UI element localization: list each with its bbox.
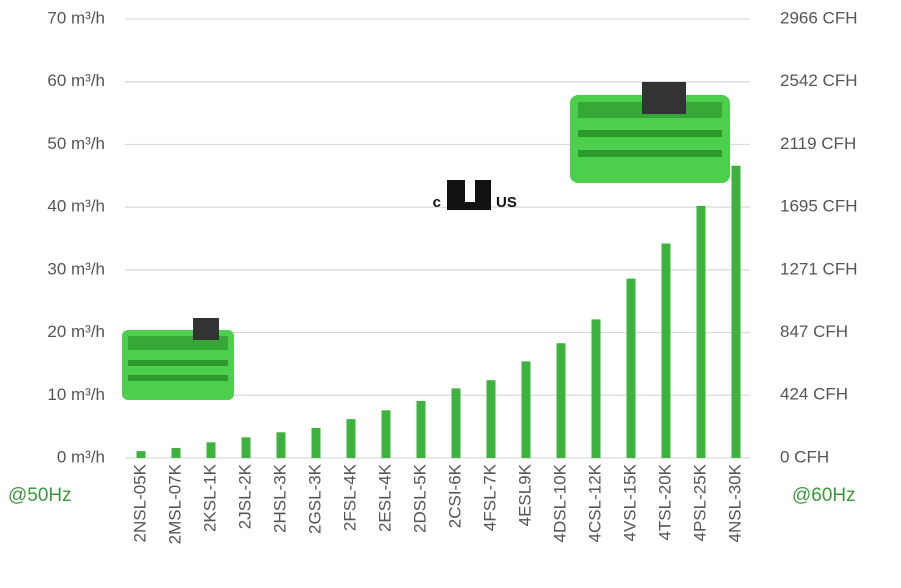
x-tick-label: 4VSL-15K [620,463,639,541]
compressor-large [570,82,730,183]
y-tick-label: 60 m³/h [47,71,105,90]
x-tick-label: 4FSL-7K [480,463,499,531]
bar [521,361,531,458]
y2-tick-label: 424 CFH [780,385,848,404]
y2-tick-label: 0 CFH [780,447,829,466]
y2-tick-label: 1695 CFH [780,197,857,216]
x-tick-label: 4ESL9K [515,463,534,526]
x-tick-label: 2KSL-1K [200,463,219,532]
bar [451,388,461,458]
bar [381,410,391,458]
annotation: @60Hz [792,485,856,506]
logo-text: US [496,194,517,211]
bar [416,400,426,458]
bar [171,447,181,458]
x-tick-label: 4NSL-30K [725,463,744,542]
x-tick-label: 2GSL-3K [305,463,324,534]
annotation: @50Hz [8,485,72,506]
x-tick-label: 4CSL-12K [585,463,604,542]
y2-tick-label: 2119 CFH [780,134,856,153]
bar [661,243,671,458]
bar [556,343,566,458]
y-tick-label: 50 m³/h [47,134,105,153]
x-tick-label: 4DSL-10K [550,463,569,542]
y-tick-label: 40 m³/h [47,197,105,216]
y-tick-label: 20 m³/h [47,322,105,341]
x-tick-label: 2NSL-05K [130,463,149,542]
x-tick-label: 4TSL-20K [655,463,674,540]
bar [311,427,321,458]
y-tick-label: 30 m³/h [47,259,105,278]
y-tick-label: 0 m³/h [57,447,105,466]
bar [731,165,741,458]
x-tick-label: 2MSL-07K [165,463,184,544]
bar [486,380,496,458]
x-tick-label: 2HSL-3K [270,463,289,533]
bar [241,437,251,458]
compressor-small [122,318,234,400]
bar [206,442,216,458]
x-tick-label: 2DSL-5K [410,463,429,533]
x-tick-label: 2ESL-4K [375,463,394,532]
bar [346,419,356,458]
y2-tick-label: 2966 CFH [780,8,857,27]
y2-tick-label: 1271 CFH [780,259,857,278]
y2-tick-label: 2542 CFH [780,71,857,90]
plot: 0 m³/h 10 m³/h 20 m³/h 30 m³/h 40 m³/h 50 m³/… [47,8,857,544]
bar [696,205,706,458]
bar [626,278,636,458]
x-tick-label: 2JSL-2K [235,463,254,529]
y2-tick-label: 847 CFH [780,322,848,341]
x-tick-label: 2FSL-4K [340,463,359,531]
bar [591,319,601,458]
x-tick-label: 4PSL-25K [690,463,709,541]
ul-logo: c US [433,180,517,211]
bar [136,451,146,458]
logo-text: c [433,194,441,211]
y-tick-label: 70 m³/h [47,8,105,27]
bar [276,432,286,458]
x-tick-label: 2CSI-6K [445,463,464,528]
y-tick-label: 10 m³/h [47,385,105,404]
